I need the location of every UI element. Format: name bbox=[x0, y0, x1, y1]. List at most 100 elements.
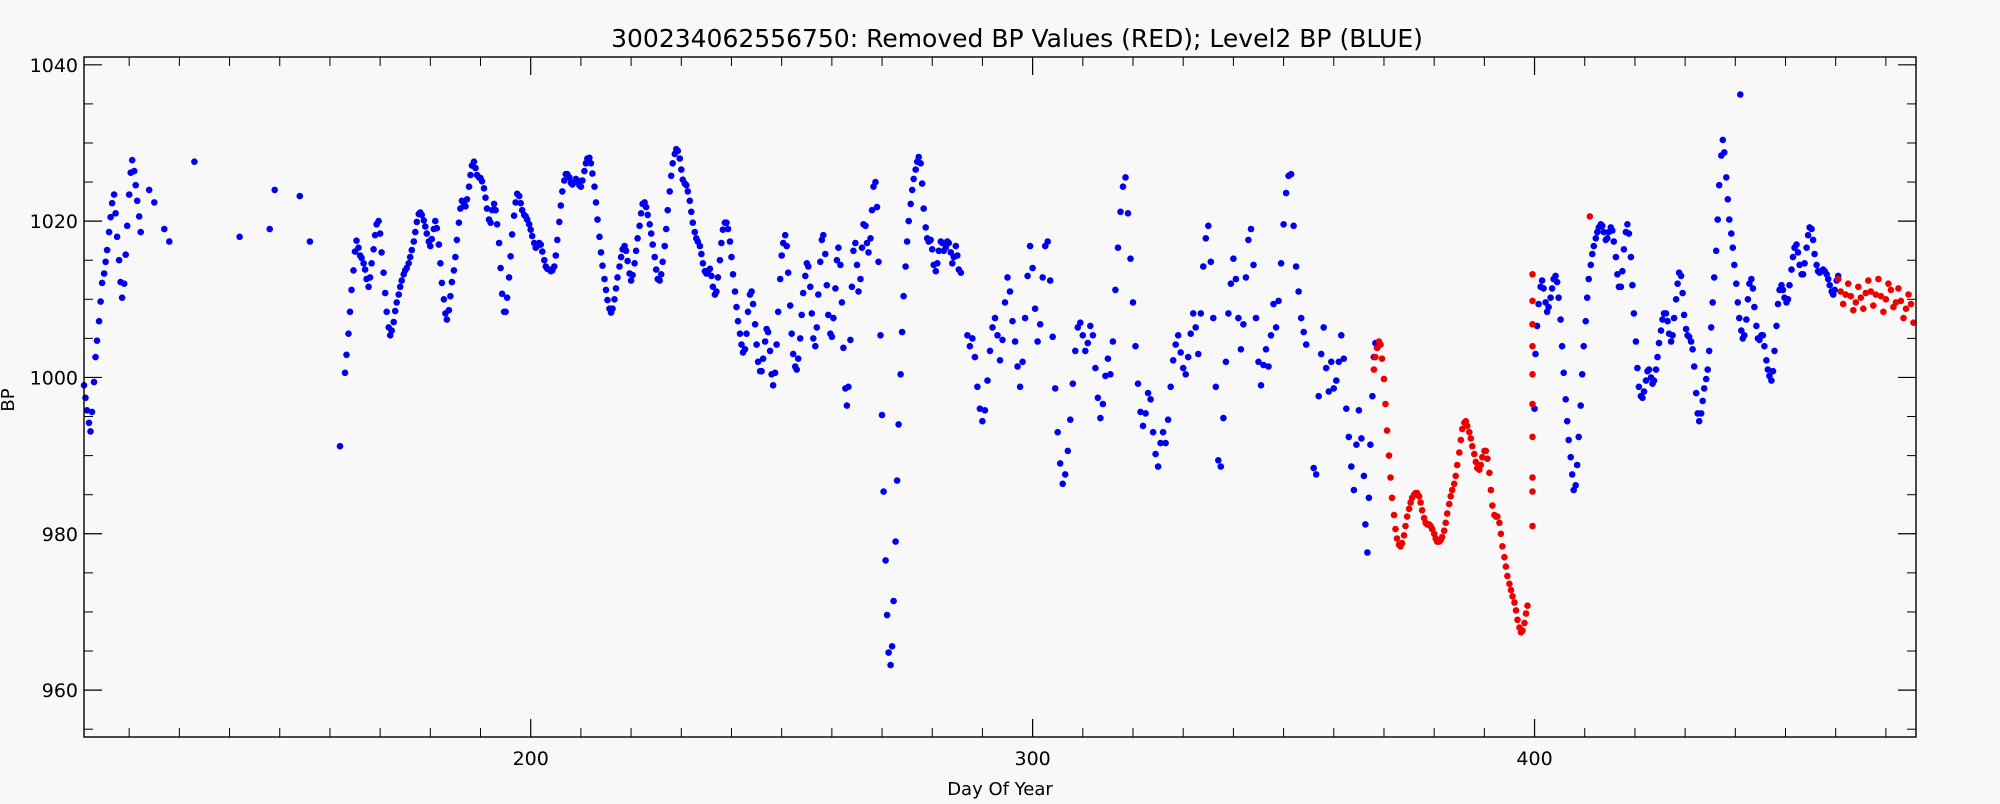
data-point bbox=[699, 260, 707, 267]
data-point bbox=[591, 183, 598, 190]
data-point bbox=[360, 260, 367, 267]
data-point bbox=[1857, 294, 1865, 302]
data-point bbox=[907, 200, 914, 208]
data-point bbox=[1729, 244, 1737, 251]
data-point bbox=[115, 256, 123, 264]
data-point bbox=[986, 347, 994, 355]
series-0 bbox=[80, 91, 1842, 669]
y-tick-label: 1000 bbox=[30, 367, 78, 389]
data-point bbox=[922, 224, 929, 231]
data-point bbox=[1592, 235, 1600, 242]
data-point bbox=[1895, 285, 1902, 292]
data-point bbox=[490, 200, 498, 208]
data-point bbox=[1174, 332, 1182, 339]
data-point bbox=[271, 186, 279, 194]
data-point bbox=[1362, 521, 1369, 528]
data-point bbox=[1567, 453, 1574, 461]
data-point bbox=[1714, 216, 1721, 223]
data-point bbox=[1788, 266, 1795, 273]
data-point bbox=[1452, 472, 1459, 480]
data-point bbox=[1447, 493, 1454, 500]
data-point bbox=[105, 228, 113, 236]
data-point bbox=[1654, 353, 1661, 361]
data-point bbox=[888, 643, 896, 650]
y-tick-label: 980 bbox=[42, 524, 78, 546]
data-point bbox=[1438, 533, 1446, 541]
data-point bbox=[1744, 296, 1752, 303]
data-point bbox=[306, 238, 314, 245]
data-point bbox=[1034, 338, 1041, 345]
data-point bbox=[1477, 461, 1485, 469]
data-point bbox=[652, 266, 660, 273]
data-point bbox=[87, 428, 94, 435]
data-point bbox=[1287, 170, 1295, 178]
data-point bbox=[949, 260, 956, 267]
data-point bbox=[843, 402, 851, 409]
data-point bbox=[467, 171, 474, 179]
data-point bbox=[918, 180, 926, 187]
data-point bbox=[991, 314, 999, 322]
data-point bbox=[1132, 342, 1139, 350]
data-point bbox=[877, 332, 884, 339]
data-point bbox=[1471, 450, 1478, 458]
data-point bbox=[657, 271, 665, 278]
data-point bbox=[1167, 383, 1174, 391]
data-point bbox=[1400, 532, 1408, 539]
data-point bbox=[898, 328, 906, 336]
data-point bbox=[405, 260, 413, 267]
data-point bbox=[1811, 250, 1818, 258]
data-point bbox=[1385, 452, 1393, 459]
data-point bbox=[1545, 303, 1552, 311]
data-point bbox=[1837, 288, 1844, 295]
data-point bbox=[1741, 332, 1748, 339]
data-point bbox=[1097, 414, 1104, 422]
data-point bbox=[905, 217, 912, 225]
data-point bbox=[971, 353, 979, 361]
data-point bbox=[1612, 253, 1620, 261]
data-point bbox=[463, 196, 471, 203]
data-point bbox=[1529, 400, 1536, 408]
data-point bbox=[1724, 196, 1732, 203]
data-point bbox=[999, 336, 1006, 344]
data-point bbox=[1227, 280, 1235, 288]
data-point bbox=[812, 342, 819, 350]
data-point bbox=[1557, 316, 1564, 323]
data-point bbox=[1122, 174, 1129, 181]
data-point bbox=[878, 411, 886, 419]
data-point bbox=[1585, 275, 1592, 283]
data-point bbox=[1529, 474, 1536, 481]
data-point bbox=[733, 303, 740, 311]
data-point bbox=[1562, 396, 1569, 403]
chart-title: 300234062556750: Removed BP Values (RED)… bbox=[611, 24, 1423, 53]
data-point bbox=[1844, 280, 1852, 288]
data-point bbox=[1466, 428, 1473, 436]
data-point bbox=[828, 333, 836, 341]
data-point bbox=[709, 283, 717, 291]
data-point bbox=[438, 279, 446, 287]
data-point bbox=[817, 258, 824, 266]
data-point bbox=[601, 275, 608, 283]
data-point bbox=[1162, 439, 1169, 447]
data-point bbox=[1674, 280, 1681, 288]
data-point bbox=[838, 299, 846, 306]
data-point bbox=[1144, 389, 1152, 397]
data-point bbox=[1205, 222, 1212, 230]
data-point bbox=[236, 233, 243, 241]
data-point bbox=[166, 238, 173, 245]
data-point bbox=[837, 261, 844, 269]
data-point bbox=[996, 357, 1004, 364]
data-point bbox=[1169, 357, 1177, 364]
data-point bbox=[1006, 288, 1014, 295]
data-point bbox=[634, 235, 641, 242]
data-point bbox=[551, 263, 558, 270]
data-point bbox=[1380, 375, 1388, 383]
data-point bbox=[1737, 91, 1744, 98]
data-point bbox=[1558, 342, 1566, 350]
data-point bbox=[1343, 405, 1350, 413]
data-point bbox=[381, 289, 389, 297]
data-point bbox=[1496, 519, 1503, 527]
data-point bbox=[1345, 433, 1353, 441]
data-point bbox=[1764, 366, 1772, 373]
data-point bbox=[1511, 599, 1518, 606]
data-point bbox=[1700, 385, 1708, 392]
